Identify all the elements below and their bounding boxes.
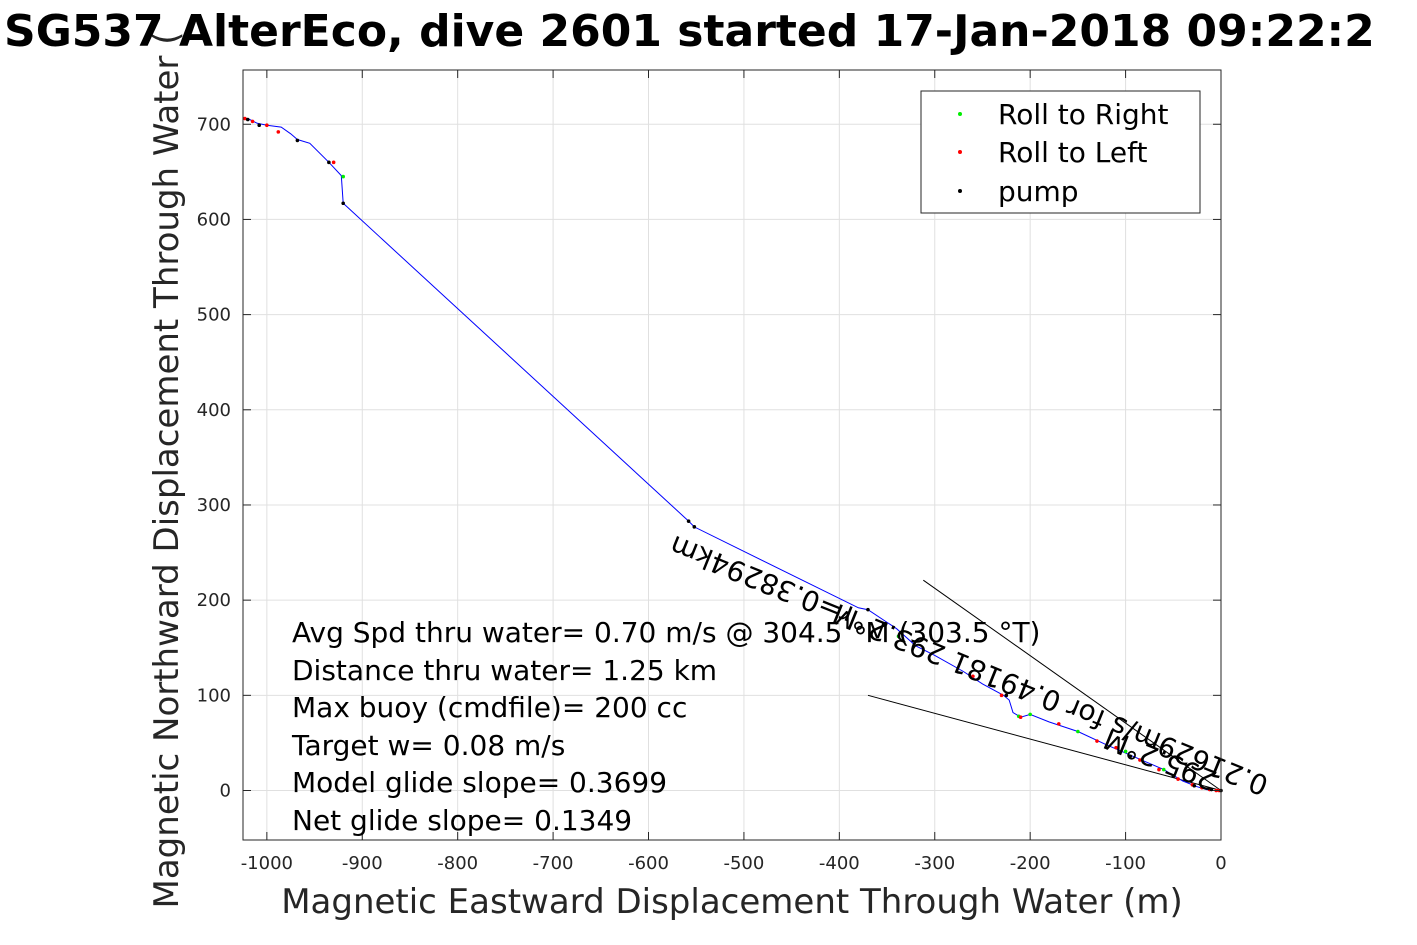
roll-left-point [1095, 739, 1099, 743]
annotation-net-glide: Net glide slope= 0.1349 [292, 804, 632, 837]
legend-label-roll-right: Roll to Right [998, 98, 1169, 131]
wedge-line [923, 579, 1222, 791]
x-tick-label: -600 [628, 853, 669, 874]
roll-right-point [1028, 712, 1032, 717]
ticks: -1000 -900 -800 -700 -600 -500 -400 -300 -200 -10… [197, 70, 1227, 874]
x-tick-label: -800 [437, 853, 478, 874]
roll-left-point [1018, 715, 1023, 720]
pump-point [1171, 774, 1176, 779]
x-tick-label: -400 [819, 853, 860, 874]
roll-left-point [999, 693, 1004, 698]
y-tick-label: 400 [197, 400, 231, 421]
grid-lines [243, 70, 1222, 840]
roll-right-point [1123, 749, 1128, 754]
roll-right-point [1161, 767, 1166, 772]
track-line [242, 117, 1221, 791]
pump-point [257, 123, 262, 128]
pump-point [1209, 787, 1214, 792]
annotation-avg-speed: Avg Spd thru water= 0.70 m/s @ 304.5 °M … [292, 616, 1040, 649]
y-tick-label: 100 [197, 685, 231, 706]
roll-left-point [243, 116, 247, 121]
roll-right-point [1076, 729, 1080, 734]
y-tick-label: 500 [197, 305, 231, 326]
y-tick-label: 200 [197, 590, 231, 611]
legend-label-roll-left: Roll to Left [998, 136, 1147, 169]
x-tick-label: -900 [342, 853, 383, 874]
pump-point [1128, 754, 1133, 759]
x-tick-label: -500 [723, 853, 764, 874]
pump-point [692, 525, 697, 529]
chart-title: SG537 AlterEco, dive 2601 started 17-Jan… [4, 6, 1375, 57]
x-tick-label: -700 [533, 853, 574, 874]
legend-marker-pump [958, 189, 962, 193]
roll-left-point [1200, 785, 1204, 790]
annotation-target-w: Target w= 0.08 m/s [291, 729, 565, 762]
pump-point [295, 138, 300, 143]
roll-left-point [1138, 758, 1142, 762]
roll-left-point [250, 119, 255, 124]
roll-right-point [341, 174, 345, 179]
roll-left-point [971, 674, 975, 679]
roll-left-point [331, 160, 336, 165]
pump-point [866, 607, 870, 612]
marker-points [243, 116, 1223, 793]
annotation-max-buoy: Max buoy (cmdfile)= 200 cc [292, 691, 687, 724]
x-tick-label: -100 [1105, 853, 1146, 874]
legend-marker-roll-right [958, 112, 962, 116]
pump-point [245, 117, 250, 122]
wedge-line [867, 694, 1222, 791]
track-layer [242, 117, 1221, 791]
annotation-distance: Distance thru water= 1.25 km [292, 654, 717, 687]
pump-point [1192, 783, 1197, 788]
pump-point [686, 519, 691, 523]
y-tick-label: 600 [197, 209, 231, 230]
roll-right-point [896, 634, 901, 639]
y-axis-title: Magnetic Northward Displacement Through … [147, 32, 187, 909]
y-tick-label: 700 [197, 114, 231, 135]
wedge-lines [867, 579, 1222, 791]
roll-left-point [1056, 722, 1061, 726]
x-axis-title: Magnetic Eastward Displacement Through W… [281, 882, 1183, 922]
pump-point [1004, 693, 1009, 698]
x-tick-label: -1000 [241, 853, 293, 874]
y-tick-label: 300 [197, 495, 231, 516]
roll-left-point [276, 130, 281, 134]
annotation-block: Avg Spd thru water= 0.70 m/s @ 304.5 °M … [291, 616, 1040, 837]
legend-label-pump: pump [998, 175, 1079, 208]
axes-frame [242, 69, 1222, 841]
legend: Roll to Right Roll to Left pump [920, 90, 1201, 214]
y-tick-label: 0 [220, 781, 231, 802]
roll-left-point [265, 123, 269, 128]
legend-box [920, 90, 1201, 214]
x-tick-label: 0 [1215, 853, 1226, 874]
roll-left-point [1157, 767, 1161, 772]
annotation-model-glide: Model glide slope= 0.3699 [292, 766, 667, 799]
roll-left-point [1176, 777, 1180, 781]
roll-left-point [1114, 745, 1118, 750]
x-tick-label: -300 [914, 853, 955, 874]
x-tick-label: -200 [1010, 853, 1051, 874]
legend-marker-roll-left [958, 150, 962, 154]
pump-point [341, 201, 345, 206]
pump-point [327, 160, 331, 165]
